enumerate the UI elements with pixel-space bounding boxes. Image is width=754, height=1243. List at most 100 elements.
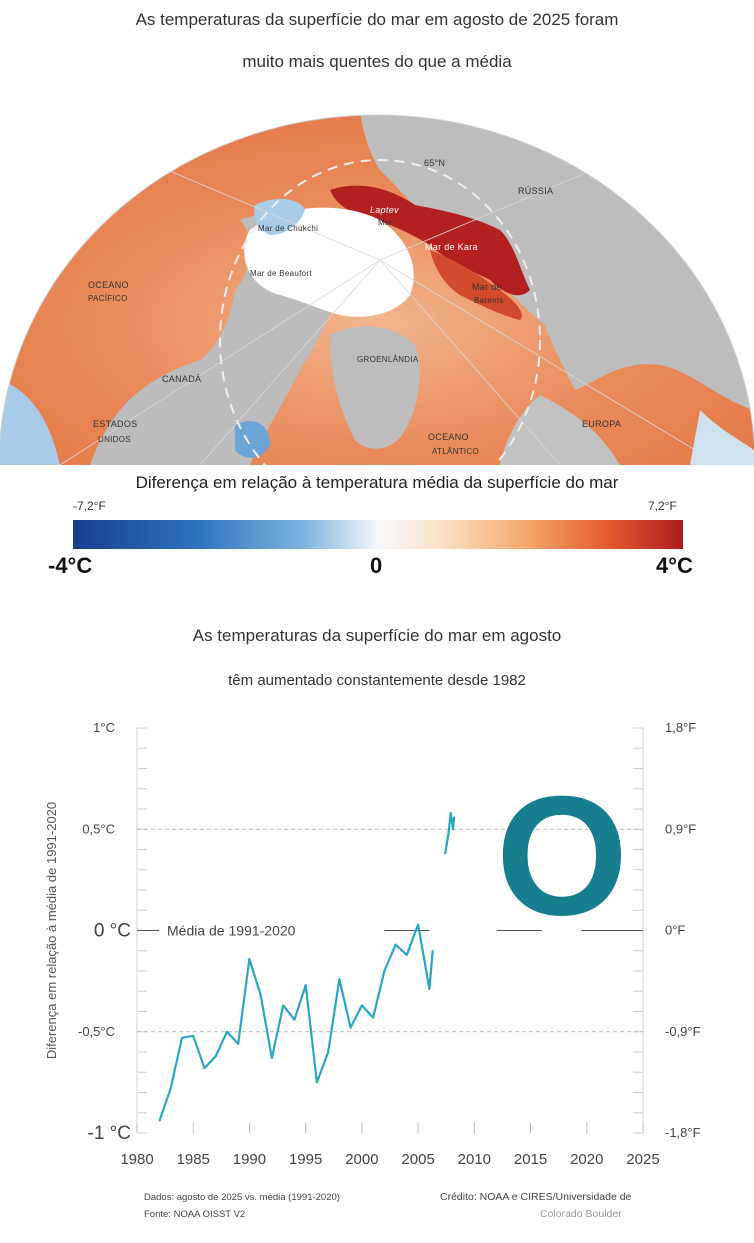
chart-title-line2: têm aumentado constantemente desde 1982 <box>228 672 526 689</box>
map-title-line2: muito mais quentes do que a média <box>242 52 512 71</box>
atlantic-label-2: ATLÂNTICO <box>432 447 480 456</box>
y-tick-label-right: 0°F <box>665 923 685 938</box>
chukchi-label: Mar de Chukchi <box>258 224 319 233</box>
laptev-label: Laptev <box>370 205 399 215</box>
x-tick-label: 1985 <box>177 1151 210 1168</box>
usa-label-1: ESTADOS <box>93 419 138 429</box>
data-point <box>192 1035 195 1037</box>
data-point <box>259 994 262 997</box>
latitude-circle-65n <box>219 159 541 465</box>
beaufort-label: Mar de Beaufort <box>250 269 312 278</box>
data-point <box>226 1030 228 1033</box>
data-point <box>394 943 397 946</box>
legend-max-f: 7,2°F <box>648 499 677 513</box>
data-point <box>203 1067 206 1069</box>
data-point <box>428 988 431 991</box>
data-point <box>158 1120 161 1122</box>
cool-patch-pacific <box>0 380 60 465</box>
y-axis-title: Diferença em relação à média de 1991-202… <box>44 802 59 1059</box>
series-line-1 <box>158 923 431 1122</box>
data-point <box>453 816 455 818</box>
map-svg <box>0 114 754 465</box>
footnote-credit-1: Crédito: NOAA e CIRES/Universidade de <box>440 1191 632 1203</box>
globe-outline <box>0 114 754 450</box>
data-point <box>431 949 434 952</box>
legend-min-f: -7,2°F <box>73 499 106 513</box>
legend-max-c: 4°C <box>656 553 693 578</box>
footnote-credit-2: Colorado Boulder <box>540 1208 622 1220</box>
data-point <box>406 954 408 956</box>
legend-colorbar <box>73 520 683 549</box>
europe-land <box>500 395 620 465</box>
kara-label: Mar de Kara <box>425 242 478 252</box>
data-point <box>447 832 450 835</box>
greenland-label: GROENLÂNDIA <box>357 355 419 364</box>
pacific-label-2: PACÍFICO <box>88 294 128 303</box>
footnote-data: Dados: agosto de 2025 vs. média (1991-20… <box>144 1192 340 1203</box>
data-point <box>338 978 341 980</box>
pacific-label-1: OCEANO <box>88 280 129 290</box>
greenland-land <box>330 326 420 449</box>
legend-min-c: -4°C <box>48 553 93 578</box>
europe-label: EUROPA <box>582 419 622 429</box>
y-tick-label-left: 0,5°C <box>82 821 115 836</box>
data-point <box>282 1004 284 1007</box>
map-title-line1: As temperaturas da superfície do mar em … <box>135 10 619 29</box>
legend-mid: 0 <box>370 553 383 578</box>
y-tick-label-left: 1°C <box>93 720 115 735</box>
big-o-marker: O <box>496 761 628 951</box>
data-point <box>372 1016 374 1019</box>
x-tick-label: 2015 <box>514 1151 547 1168</box>
data-point <box>181 1037 183 1039</box>
mean-line-label: Média de 1991-2020 <box>167 923 296 939</box>
hudson-cool-zone <box>235 421 270 458</box>
line-chart: Média de 1991-2020 1980 1985 1990 1995 2000 20… <box>44 720 701 1168</box>
data-point <box>293 1018 296 1021</box>
x-tick-label: 2010 <box>458 1151 491 1168</box>
kara-laptev-hot-zone <box>330 185 530 296</box>
y-tick-label-right: -0,9°F <box>665 1024 701 1039</box>
x-tick-label: 2020 <box>570 1151 603 1168</box>
x-tick-label: 1995 <box>289 1151 322 1168</box>
data-point <box>214 1055 217 1057</box>
y-tick-label-left: -1 °C <box>88 1123 132 1144</box>
arctic-sst-anomaly-map: 65°N RÚSSIA Laptev Mar Mar de Chukchi Ma… <box>0 110 754 465</box>
data-point <box>327 1051 329 1053</box>
cool-patch-europe <box>690 410 754 465</box>
footnote-source: Fonte: NOAA OISST V2 <box>144 1209 246 1220</box>
x-tick-label: 2025 <box>626 1151 659 1168</box>
series-line-2 <box>428 950 434 990</box>
barents-label-2: Barents <box>474 296 504 305</box>
data-point <box>444 852 446 855</box>
x-tick-label: 1990 <box>233 1151 266 1168</box>
x-tick-label: 2000 <box>345 1151 378 1168</box>
laptev-mar-label: Mar <box>378 218 393 227</box>
x-tick-label: 2005 <box>401 1151 434 1168</box>
chukchi-cool-zone <box>254 198 305 235</box>
y-tick-label-right: -1,8°F <box>665 1125 701 1140</box>
series-line-3 <box>444 811 456 854</box>
data-point <box>316 1081 318 1084</box>
sea-ice <box>244 207 414 317</box>
data-point <box>237 1043 239 1045</box>
y-tick-label-right: 0,9°F <box>665 821 696 836</box>
data-point <box>271 1057 273 1059</box>
data-point <box>169 1087 172 1090</box>
y-tick-label-right: 1,8°F <box>665 720 696 735</box>
chart-title-line1: As temperaturas da superfície do mar em … <box>192 626 562 645</box>
atlantic-label-1: OCEANO <box>428 432 469 442</box>
data-point <box>304 984 307 986</box>
data-point <box>417 923 419 926</box>
data-point <box>248 958 251 960</box>
data-point <box>452 828 454 831</box>
data-point <box>349 1026 352 1029</box>
lat-label-65n: 65°N <box>424 158 446 168</box>
canada-label: CANADÁ <box>162 374 202 384</box>
y-tick-label-left: -0,5°C <box>78 1024 115 1039</box>
y-tick-label-left: 0 °C <box>94 921 131 942</box>
usa-label-2: UNIDOS <box>98 435 131 444</box>
data-point <box>383 970 386 972</box>
legend-title: Diferença em relação à temperatura média… <box>135 473 619 492</box>
x-tick-label: 1980 <box>120 1151 153 1168</box>
data-point <box>449 812 452 814</box>
